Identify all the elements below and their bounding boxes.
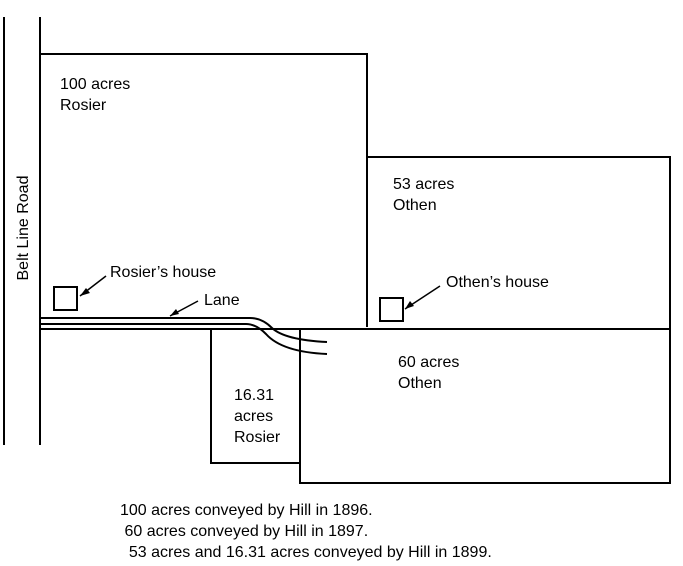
parcel-acreage: 53 acres xyxy=(393,176,455,193)
parcel-acreage-unit: acres xyxy=(234,408,274,425)
parcel-rosier-100-acres: 100 acres Rosier xyxy=(60,74,130,116)
parcel-othen-53-acres: 53 acres Othen xyxy=(393,174,454,216)
rosier-house-square xyxy=(53,286,78,311)
lane-line-upper xyxy=(40,317,328,343)
caption-line-1899: 53 acres and 16.31 acres conveyed by Hil… xyxy=(120,544,492,561)
rosier-house-label: Rosier’s house xyxy=(110,264,217,281)
parcel-rosier-16-31-acres: 16.31 acres Rosier xyxy=(234,385,280,448)
othen-house-arrowhead xyxy=(405,301,414,309)
parcel-othen-60-acres: 60 acres Othen xyxy=(398,352,459,394)
rosier-house-arrowhead xyxy=(80,288,90,296)
parcel-acreage: 100 acres xyxy=(60,76,131,93)
lane-arrowhead xyxy=(170,309,179,316)
othen-house-label: Othen’s house xyxy=(446,274,549,291)
parcel-acreage: 60 acres xyxy=(398,354,460,371)
parcel-owner: Rosier xyxy=(60,97,107,114)
parcel-boundary-rosier-1631 xyxy=(210,329,300,464)
belt-line-road-label: Belt Line Road xyxy=(13,163,34,293)
parcel-boundary-othen-53 xyxy=(367,156,671,329)
parcel-owner: Othen xyxy=(398,375,442,392)
parcel-owner: Rosier xyxy=(234,429,281,446)
lane-line-lower xyxy=(40,323,328,355)
lane-label: Lane xyxy=(204,292,240,309)
road-name: Belt Line Road xyxy=(14,175,32,281)
parcel-acreage-number: 16.31 xyxy=(234,387,275,404)
othen-house-square xyxy=(379,297,404,322)
parcel-boundary-rosier-100 xyxy=(40,53,368,327)
caption-line-1897: 60 acres conveyed by Hill in 1897. xyxy=(120,523,369,540)
parcel-boundary-othen-60 xyxy=(299,329,671,484)
parcel-owner: Othen xyxy=(393,197,437,214)
caption-line-1896: 100 acres conveyed by Hill in 1896. xyxy=(120,502,373,519)
